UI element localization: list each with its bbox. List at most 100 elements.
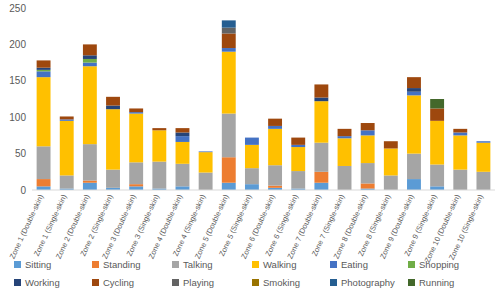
legend-item: Eating	[330, 259, 368, 270]
bar-segment	[384, 141, 398, 142]
legend-item: Sitting	[14, 259, 51, 270]
bar-segment	[83, 59, 97, 63]
bar-segment	[199, 151, 213, 153]
bar-segment	[338, 138, 352, 166]
bar-segment	[314, 98, 328, 102]
bar-segment	[476, 172, 490, 190]
bar-segment	[60, 121, 74, 176]
bar-segment	[361, 123, 375, 124]
bar-segment	[176, 186, 190, 190]
bar-segment	[60, 116, 74, 117]
bar-segment	[222, 114, 236, 158]
y-tick	[29, 117, 32, 118]
y-tick-label: 200	[9, 39, 26, 50]
bar-segment	[60, 116, 74, 117]
bar-segment	[37, 70, 51, 71]
bar-segment	[176, 128, 190, 132]
bar-segment	[407, 77, 421, 78]
y-tick	[29, 44, 32, 45]
legend-item: Photography	[330, 277, 395, 288]
bar-segment	[222, 157, 236, 182]
bar-segment	[476, 141, 490, 142]
bar-segment	[314, 84, 328, 97]
legend-label: Cycling	[103, 277, 134, 288]
bar-segment	[291, 171, 305, 188]
bar-segment	[361, 123, 375, 124]
bar-segment	[129, 108, 143, 109]
bar-segment	[199, 151, 213, 152]
bar-segment	[106, 97, 120, 106]
bar-segment	[60, 119, 74, 120]
bar-segment	[152, 128, 166, 129]
legend-swatch	[408, 279, 415, 286]
bar-segment	[37, 60, 51, 67]
legend-item: Playing	[172, 277, 214, 288]
bar-segment	[476, 141, 490, 142]
bar-segment	[476, 141, 490, 142]
bar-segment	[407, 77, 421, 88]
x-axis	[32, 190, 495, 191]
bar-segment	[83, 66, 97, 144]
legend-label: Standing	[103, 259, 141, 270]
bar-segment	[245, 137, 259, 138]
legend-item: Running	[408, 277, 454, 288]
bar-segment	[106, 106, 120, 110]
x-tick-label: Zone 10 (Single-skin)	[447, 193, 485, 262]
bar-segment	[338, 129, 352, 136]
bar-segment	[338, 128, 352, 129]
legend-label: Sitting	[25, 259, 51, 270]
legend-swatch	[252, 261, 259, 268]
legend-label: Talking	[183, 259, 213, 270]
bar-segment	[129, 108, 143, 109]
legend-item: Cycling	[92, 277, 134, 288]
bar-segment	[222, 33, 236, 48]
bar-segment	[176, 128, 190, 129]
bar-segment	[407, 92, 421, 96]
bar-segment	[152, 128, 166, 129]
bar-segment	[268, 186, 282, 188]
y-tick-label: 150	[9, 75, 26, 86]
bar-segment	[430, 186, 444, 190]
bar-segment	[199, 151, 213, 152]
bar-segment	[407, 77, 421, 78]
y-tick	[29, 190, 32, 191]
bar-segment	[152, 130, 166, 161]
bar-segment	[384, 141, 398, 142]
bar-segment	[314, 84, 328, 85]
bar-segment	[268, 126, 282, 129]
y-tick-label: 250	[9, 3, 26, 14]
bar-segment	[476, 141, 490, 142]
bar-segment	[476, 141, 490, 142]
bar-segment	[83, 44, 97, 45]
chart: 050100150200250Zone 1 (Double-skin)Zone …	[0, 0, 500, 295]
bar-segment	[37, 179, 51, 186]
bar-segment	[83, 44, 97, 45]
bar-segment	[106, 96, 120, 97]
bar-segment	[384, 141, 398, 148]
legend-swatch	[14, 261, 21, 268]
y-tick-label: 0	[20, 185, 26, 196]
bar-segment	[384, 149, 398, 176]
bar-segment	[176, 132, 190, 136]
bar-segment	[83, 63, 97, 67]
bar-segment	[37, 77, 51, 146]
bar-segment	[106, 96, 120, 97]
bar-segment	[453, 135, 467, 169]
bar-segment	[476, 141, 490, 142]
bar-segment	[453, 128, 467, 129]
bar-segment	[268, 118, 282, 119]
bar-segment	[384, 175, 398, 190]
bar-segment	[291, 137, 305, 138]
bar-segment	[407, 88, 421, 92]
y-tick	[29, 8, 32, 9]
bar-segment	[407, 154, 421, 179]
bar-segment	[199, 151, 213, 152]
bar-segment	[361, 163, 375, 183]
bar-segment	[245, 137, 259, 138]
bar-segment	[407, 77, 421, 78]
bar-segment	[453, 132, 467, 135]
bar-segment	[476, 143, 490, 172]
bar-segment	[129, 108, 143, 112]
bar-segment	[176, 128, 190, 129]
bar-segment	[222, 52, 236, 114]
